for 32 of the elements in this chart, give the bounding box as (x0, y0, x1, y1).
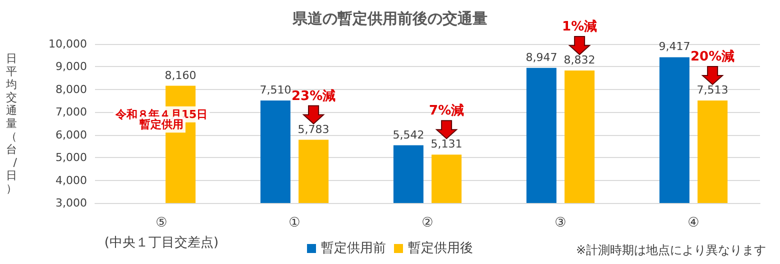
data-label: 7,513 (696, 83, 728, 96)
y-tick-label: 9,000 (56, 60, 87, 74)
annotation: 1%減 (562, 20, 598, 35)
data-label: 7,510 (260, 84, 292, 97)
y-tick-label: 3,000 (56, 196, 87, 210)
x-tick-label: ③ (554, 216, 566, 230)
data-label: 8,832 (564, 54, 596, 67)
x-tick-label: ① (288, 216, 300, 230)
data-label: 5,131 (430, 138, 462, 151)
data-label: 8,947 (526, 50, 558, 64)
annotation: 暫定供用 (140, 118, 184, 132)
annotation: 7%減 (429, 104, 464, 119)
y-tick-label: 4,000 (56, 174, 87, 187)
x-tick-label: ⑤ (中央１丁目交差点) (104, 216, 219, 250)
chart-title: 県道の暫定供用前後の交通量 (292, 10, 488, 28)
text: ※計測時期は地点により異なります (576, 243, 766, 257)
legend-label: 暫定供用後 (408, 241, 473, 256)
x-tick-label: ② (422, 216, 434, 230)
data-label: 8,160 (164, 68, 196, 82)
annotation: 20%減 (690, 49, 735, 64)
legend-label: 暫定供用前 (321, 241, 386, 256)
x-tick-label: ④ (688, 216, 700, 230)
y-tick-label: 8,000 (56, 82, 87, 96)
text: 日平均交通量（台/日） (6, 52, 17, 195)
y-tick-label: 6,000 (56, 128, 87, 142)
data-label: 9,417 (658, 40, 690, 54)
data-label: 5,783 (298, 122, 330, 136)
data-label: 5,542 (392, 128, 424, 142)
y-tick-label: 7,000 (56, 106, 87, 119)
y-tick-label: 10,000 (48, 38, 87, 50)
y-tick-label: 5,000 (56, 151, 87, 164)
annotation: 23%減 (291, 88, 336, 104)
